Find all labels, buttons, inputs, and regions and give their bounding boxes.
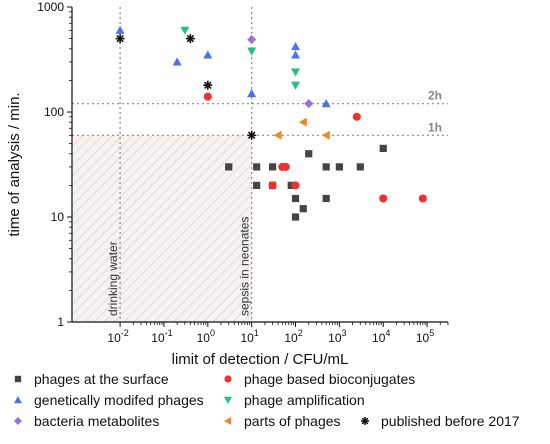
legend-marker: [224, 375, 232, 383]
data-point: [291, 68, 301, 77]
x-tick-label: 100: [197, 328, 215, 345]
reference-label: 1h: [428, 120, 442, 134]
legend-item: phage amplification: [224, 392, 365, 408]
data-point: [273, 130, 282, 140]
data-point: [298, 117, 307, 127]
data-point: [291, 42, 301, 51]
data-point: [268, 163, 277, 171]
reference-label: sepsis in neonates: [238, 217, 252, 316]
y-tick-label: 100: [44, 105, 64, 119]
series-3: [180, 26, 301, 90]
legend-marker: [14, 417, 22, 425]
series-5: [273, 117, 330, 140]
data-point: [115, 34, 125, 44]
legend-marker: [224, 396, 232, 404]
data-point: [203, 50, 213, 59]
data-point: [247, 47, 257, 56]
data-point: [172, 57, 182, 66]
data-point: [291, 194, 300, 203]
data-point: [253, 163, 261, 171]
data-point: [322, 163, 330, 171]
legend-label: phage based bioconjugates: [244, 371, 415, 387]
data-point: [304, 99, 314, 109]
data-point: [247, 35, 257, 45]
legend-label: bacteria metabolites: [34, 413, 159, 429]
reference-label: 2h: [428, 89, 442, 103]
data-point: [247, 89, 257, 98]
legend-label: phages at the surface: [34, 371, 169, 387]
series-6: [115, 34, 257, 140]
legend-label: phage amplification: [244, 392, 365, 408]
data-point: [291, 81, 301, 90]
data-point: [356, 163, 364, 171]
x-tick-label: 104: [372, 328, 390, 345]
x-tick-label: 10-1: [151, 328, 172, 345]
legend-item: genetically modifed phages: [14, 392, 204, 408]
data-point: [321, 130, 330, 140]
legend-label: genetically modifed phages: [34, 392, 204, 408]
legend-marker: [14, 375, 22, 383]
series-2: [115, 25, 331, 108]
x-tick-label: 102: [284, 328, 302, 345]
data-point: [115, 25, 125, 34]
legend-item: bacteria metabolites: [14, 413, 159, 429]
y-tick-label: 10: [51, 210, 65, 224]
data-point: [291, 50, 301, 59]
x-tick-label: 10-2: [107, 328, 128, 345]
data-point: [305, 150, 313, 158]
data-point: [268, 181, 277, 190]
legend-item: phages at the surface: [14, 371, 169, 387]
legend-label: published before 2017: [381, 413, 520, 429]
series-4: [247, 35, 314, 109]
data-point: [281, 162, 290, 171]
data-point: [247, 130, 257, 140]
data-point: [180, 26, 190, 35]
data-point: [253, 181, 261, 189]
legend-marker: [14, 396, 22, 404]
data-point: [287, 181, 295, 189]
legend-item: parts of phages: [224, 413, 341, 429]
data-point: [418, 194, 427, 203]
data-point: [322, 194, 330, 203]
data-point: [379, 194, 388, 203]
x-tick-label: 103: [328, 328, 346, 345]
data-point: [291, 213, 300, 221]
legend-item: phage based bioconjugates: [224, 371, 415, 387]
series-1: [203, 92, 427, 203]
reference-label: drinking water: [106, 241, 120, 316]
data-point: [203, 80, 213, 90]
data-point: [299, 205, 307, 213]
data-point: [185, 34, 195, 44]
y-tick-label: 1: [57, 315, 64, 329]
x-axis-label: limit of detection / CFU/mL: [172, 351, 349, 368]
y-axis-label: time of analysis / min.: [6, 92, 23, 236]
data-point: [203, 92, 212, 101]
x-tick-label: 101: [240, 328, 258, 345]
data-point: [335, 163, 343, 171]
y-tick-label: 1000: [37, 0, 64, 14]
data-point: [225, 163, 233, 171]
legend-label: parts of phages: [244, 413, 341, 429]
legend-marker: [224, 417, 232, 425]
data-point: [379, 144, 387, 153]
legend-item: published before 2017: [361, 413, 520, 429]
legend-marker: [361, 417, 369, 425]
x-tick-label: 105: [416, 328, 434, 345]
data-point: [291, 181, 300, 190]
shaded-region: [72, 135, 252, 322]
data-point: [352, 112, 361, 121]
data-point: [321, 99, 331, 108]
